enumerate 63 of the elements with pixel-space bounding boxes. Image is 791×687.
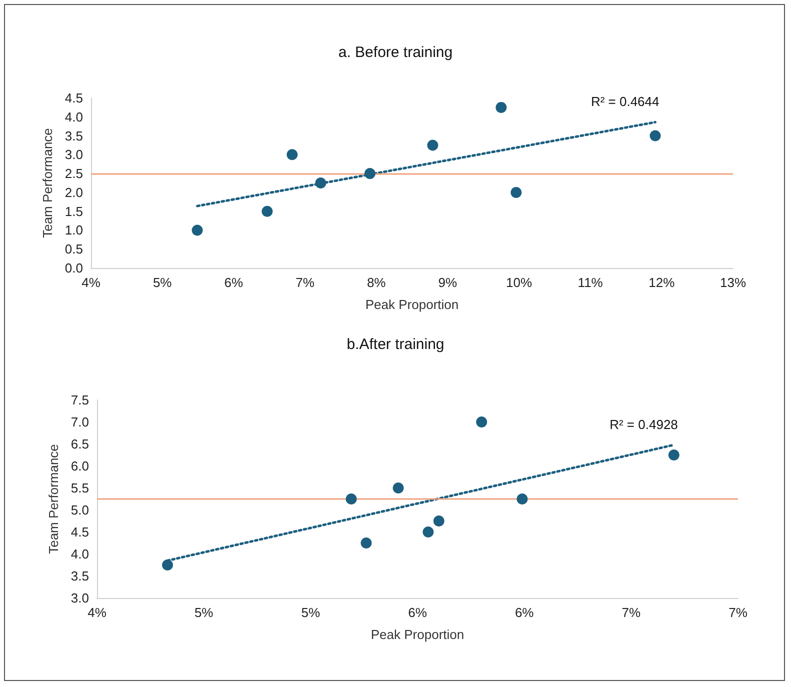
- y-tick-label: 0.5: [64, 242, 83, 257]
- x-tick-label: 5%: [301, 605, 320, 620]
- point: [364, 168, 376, 180]
- x-tick-label: 11%: [578, 275, 604, 290]
- x-tick-label: 10%: [506, 275, 532, 290]
- x-tick-label: 12%: [648, 275, 676, 290]
- point: [346, 494, 357, 504]
- point: [496, 102, 507, 113]
- x-tick-label: 9%: [438, 275, 458, 290]
- x-tick-label: 6%: [514, 605, 534, 620]
- x-tick-label: 8%: [366, 275, 386, 290]
- y-tick-label: 4.5: [70, 524, 89, 540]
- x-tick-label: 6%: [224, 275, 244, 290]
- y-tick-label: 3.0: [70, 590, 89, 606]
- x-tick-label: 13%: [720, 275, 746, 290]
- y-tick-label: 4.0: [70, 546, 89, 562]
- point: [192, 224, 203, 236]
- y-tick-label: 1.5: [64, 204, 83, 219]
- y-tick-label: 5.5: [70, 480, 89, 496]
- annotation: R² = 0.4928: [610, 416, 678, 432]
- y-tick-label: 4.5: [64, 90, 83, 106]
- y-tick-label: 0.0: [64, 260, 83, 276]
- annotation: R² = 0.4644: [590, 94, 660, 110]
- y-tick-label: 5.0: [70, 502, 89, 518]
- point: [162, 560, 174, 570]
- y-tick-label: 1.0: [64, 222, 83, 238]
- y-tick-label: 7.5: [70, 392, 89, 408]
- point: [650, 130, 661, 142]
- chart-title: b.After training: [346, 336, 444, 353]
- y-tick-label: 2.0: [64, 184, 83, 200]
- y-tick-label: 2.5: [64, 166, 83, 182]
- point: [262, 206, 273, 217]
- point: [510, 186, 522, 198]
- x-axis-title: Peak Proportion: [365, 297, 459, 312]
- point: [360, 538, 372, 548]
- y-axis-title: Team Performance: [46, 444, 62, 554]
- x-tick-label: 7%: [622, 605, 641, 620]
- y-tick-label: 6.5: [70, 436, 89, 452]
- y-axis-title: Team Performance: [40, 128, 56, 238]
- point: [392, 482, 404, 494]
- y-tick-label: 6.0: [70, 458, 89, 474]
- y-tick-label: 3.0: [64, 147, 83, 162]
- x-tick-label: 4%: [88, 605, 107, 620]
- x-tick-label: 7%: [728, 605, 748, 620]
- x-tick-label: 5%: [194, 605, 214, 620]
- point: [315, 178, 326, 188]
- x-tick-label: 7%: [296, 275, 315, 290]
- chart-title: a. Before training: [338, 44, 453, 61]
- point: [422, 526, 434, 538]
- point: [476, 416, 488, 428]
- x-tick-label: 4%: [82, 275, 101, 290]
- point: [668, 450, 680, 460]
- x-axis-title: Peak Proportion: [370, 627, 464, 642]
- y-tick-label: 7.0: [70, 414, 89, 430]
- x-tick-label: 5%: [152, 275, 172, 290]
- point: [433, 516, 444, 526]
- y-tick-label: 3.5: [70, 568, 89, 584]
- y-tick-label: 3.5: [64, 128, 83, 144]
- x-tick-label: 6%: [408, 605, 428, 620]
- point: [427, 140, 438, 151]
- point: [286, 149, 298, 160]
- point: [516, 494, 528, 504]
- y-tick-label: 4.0: [64, 109, 83, 124]
